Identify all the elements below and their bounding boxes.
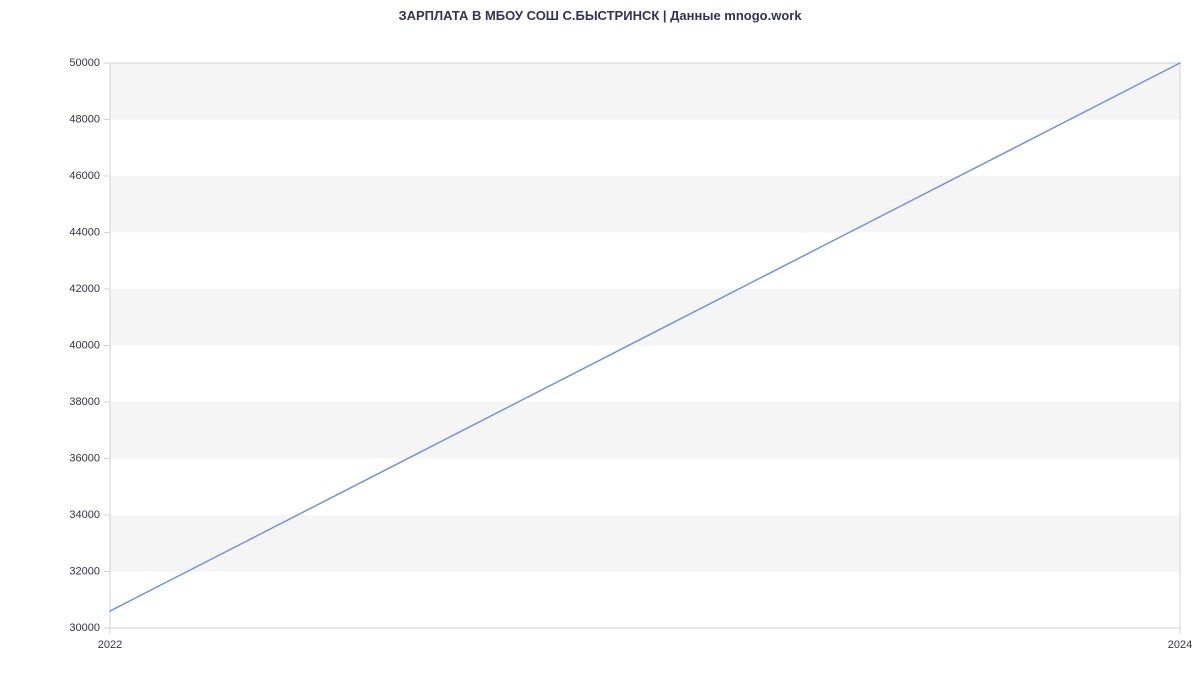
chart-svg: 30000 32000 34000 36000 38000 40000 42000 44000…: [0, 23, 1200, 673]
y-tick-label: 48000: [69, 113, 100, 125]
y-tick-label: 50000: [69, 57, 100, 69]
chart-area: 30000 32000 34000 36000 38000 40000 42000 44000…: [0, 23, 1200, 678]
y-tick-label: 30000: [69, 622, 100, 634]
x-tick-label: 2024: [1168, 639, 1192, 651]
chart-title: ЗАРПЛАТА В МБОУ СОШ С.БЫСТРИНСК | Данные…: [0, 0, 1200, 23]
y-tick-label: 44000: [69, 226, 100, 238]
x-tick-label: 2022: [98, 639, 122, 651]
y-tick-label: 46000: [69, 170, 100, 182]
y-tick-label: 34000: [69, 509, 100, 521]
y-tick-label: 38000: [69, 396, 100, 408]
y-tick-label: 42000: [69, 283, 100, 295]
y-tick-label: 40000: [69, 339, 100, 351]
y-tick-label: 36000: [69, 452, 100, 464]
y-tick-label: 32000: [69, 565, 100, 577]
